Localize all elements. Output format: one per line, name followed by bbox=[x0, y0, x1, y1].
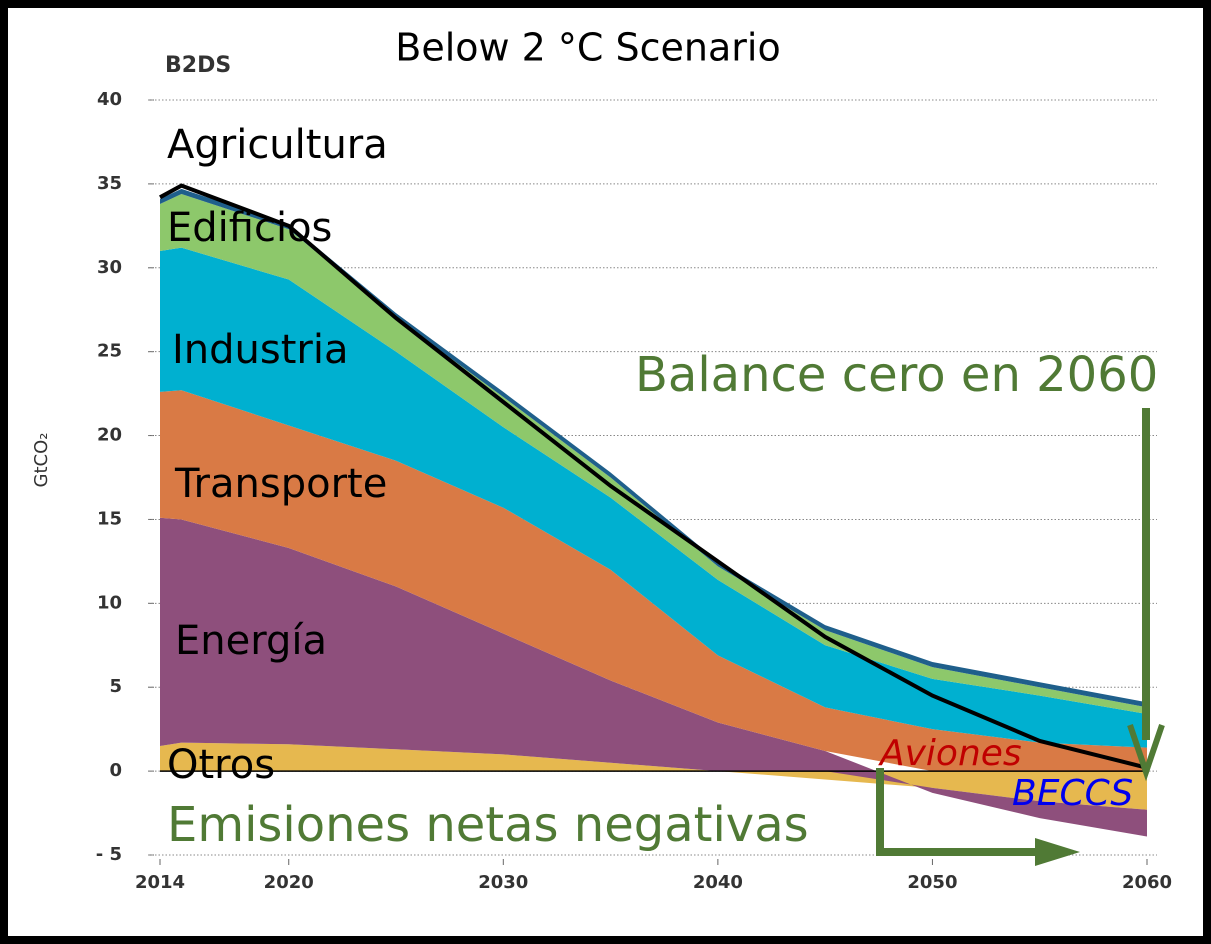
y-tick-label: 35 bbox=[97, 173, 122, 194]
area bbox=[160, 390, 1147, 772]
net-line bbox=[159, 183, 1148, 770]
y-tick-label: 20 bbox=[97, 425, 122, 446]
chart-title: Below 2 °C Scenario bbox=[395, 26, 780, 70]
series-label: Energía bbox=[175, 618, 327, 664]
arrow-head bbox=[1035, 838, 1080, 866]
annotation: BECCS bbox=[1012, 773, 1133, 814]
y-tick-label: 15 bbox=[97, 508, 122, 529]
annotation: Emisiones netas negativas bbox=[167, 797, 809, 853]
series-label: Agricultura bbox=[167, 122, 388, 168]
areas bbox=[160, 188, 1147, 837]
annotation: Aviones bbox=[878, 733, 1022, 774]
x-tick-label: 2014 bbox=[135, 872, 185, 893]
y-tick-label: 0 bbox=[109, 760, 122, 781]
y-tick-label: 25 bbox=[97, 341, 122, 362]
y-tick-label: - 5 bbox=[96, 844, 122, 865]
x-tick-label: 2020 bbox=[264, 872, 314, 893]
area bbox=[160, 742, 1147, 810]
x-tick-label: 2060 bbox=[1122, 872, 1172, 893]
y-axis-label: GtCO₂ bbox=[31, 433, 52, 488]
chart-subtitle: B2DS bbox=[165, 53, 231, 78]
y-tick-label: 30 bbox=[97, 257, 122, 278]
area bbox=[160, 517, 1147, 837]
x-tick-label: 2030 bbox=[478, 872, 528, 893]
arrow bbox=[876, 768, 1060, 856]
y-tick-label: 10 bbox=[97, 592, 122, 613]
series-label: Industria bbox=[172, 327, 348, 373]
series-label: Otros bbox=[167, 742, 275, 788]
area bbox=[160, 247, 1147, 748]
arrow-head bbox=[1127, 724, 1165, 782]
x-tick-label: 2050 bbox=[907, 872, 957, 893]
series-label: Transporte bbox=[174, 461, 387, 507]
y-tick-label: 5 bbox=[109, 676, 122, 697]
y-tick-label: 40 bbox=[97, 89, 122, 110]
overlay: Otros Energía Transporte Industria Edificios… bbox=[159, 122, 1165, 866]
area bbox=[160, 193, 1147, 715]
annotation: Balance cero en 2060 bbox=[635, 347, 1158, 403]
series-label: Edificios bbox=[167, 205, 332, 251]
x-tick-label: 2040 bbox=[693, 872, 743, 893]
